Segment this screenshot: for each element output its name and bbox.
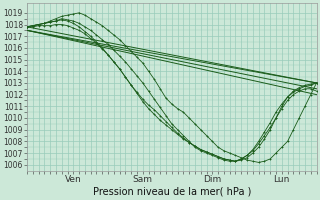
X-axis label: Pression niveau de la mer( hPa ): Pression niveau de la mer( hPa )	[92, 187, 251, 197]
